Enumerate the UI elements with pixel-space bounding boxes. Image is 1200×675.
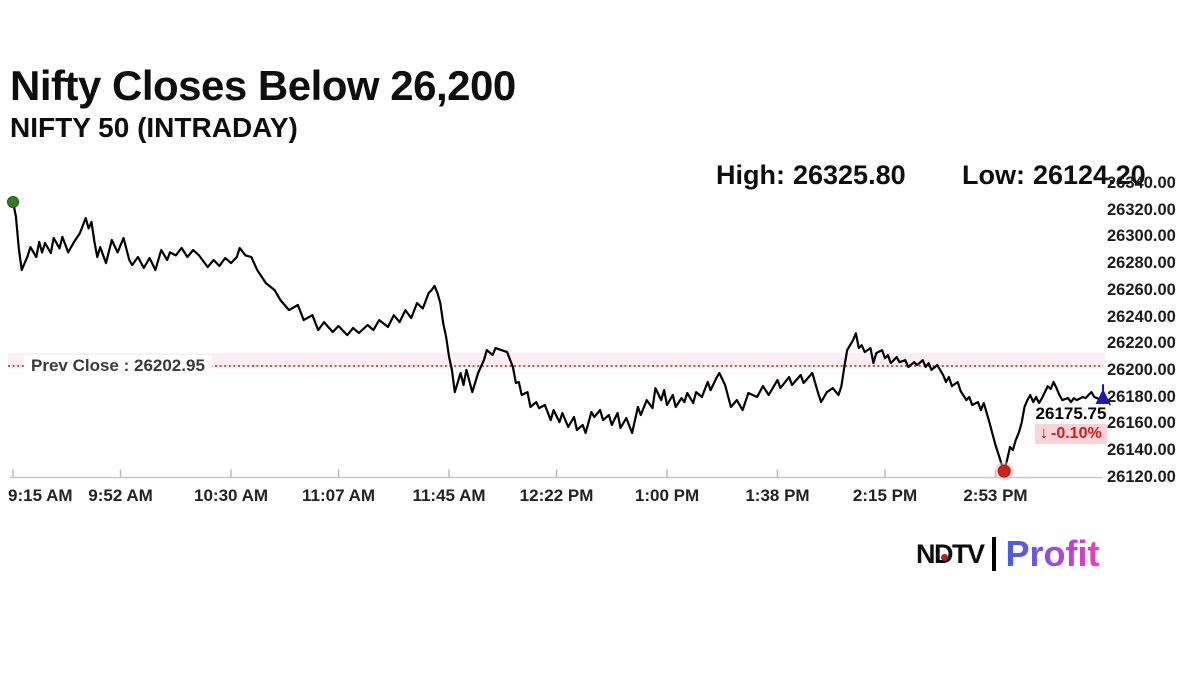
y-axis-label: 26200.00 — [1107, 360, 1176, 379]
price-line — [11, 200, 1105, 473]
x-axis-label: 11:07 AM — [301, 486, 376, 505]
profit-wordmark: Profit — [1005, 533, 1100, 574]
change-percent-badge: ↓ -0.10% — [1035, 424, 1107, 444]
low-value: Low: 26124.20 — [962, 160, 1146, 191]
x-axis-label: 9:52 AM — [88, 486, 153, 505]
ndtv-red-dot-icon — [941, 553, 948, 561]
x-axis-label: 1:00 PM — [634, 486, 700, 505]
high-value: High: 26325.80 — [716, 160, 906, 191]
y-axis-label: 26280.00 — [1107, 254, 1176, 273]
change-percent-value: -0.10% — [1051, 425, 1102, 442]
x-axis-ticks — [12, 469, 997, 478]
y-axis-label: 26240.00 — [1107, 307, 1176, 326]
low-label: Low: — [962, 160, 1025, 190]
ndtv-text: NDTV — [916, 538, 985, 569]
y-axis-label: 26220.00 — [1107, 334, 1176, 353]
x-axis-label: 9:15 AM — [8, 486, 73, 505]
down-arrow-icon: ↓ — [1040, 425, 1048, 442]
y-axis-label: 26120.00 — [1107, 467, 1176, 486]
ndtv-profit-logo: NDTV Profit — [916, 528, 1156, 580]
prev-close-label: Prev Close : 26202.95 — [24, 355, 212, 377]
page-title: Nifty Closes Below 26,200 — [10, 62, 516, 109]
y-axis-label: 26340.00 — [1107, 174, 1176, 192]
y-axis-label: 26300.00 — [1107, 227, 1176, 246]
open-point-dot — [7, 195, 19, 208]
logo-divider — [991, 537, 996, 571]
low-number: 26124.20 — [1032, 160, 1146, 190]
y-axis-label: 26160.00 — [1107, 414, 1176, 433]
x-axis-label: 10:30 AM — [193, 486, 269, 505]
prev-close-band — [8, 353, 1105, 369]
x-axis-label: 2:53 PM — [963, 486, 1028, 505]
x-axis-label: 2:15 PM — [852, 486, 918, 505]
y-axis-label: 26180.00 — [1107, 387, 1176, 406]
x-axis-label: 1:38 PM — [745, 486, 810, 505]
last-price-value: 26175.75 — [1033, 404, 1109, 424]
y-axis-label: 26140.00 — [1107, 441, 1176, 459]
x-axis-label: 11:45 AM — [412, 486, 486, 505]
y-axis-label: 26320.00 — [1107, 200, 1176, 219]
low-point-dot — [997, 464, 1011, 478]
chart-subtitle: NIFTY 50 (INTRADAY) — [10, 112, 298, 143]
high-number: 26325.80 — [792, 160, 906, 190]
x-axis-label: 12:22 PM — [519, 486, 594, 505]
ndtv-wordmark: NDTV — [916, 538, 985, 570]
high-label: High: — [716, 160, 785, 190]
y-axis-label: 26260.00 — [1107, 280, 1176, 299]
